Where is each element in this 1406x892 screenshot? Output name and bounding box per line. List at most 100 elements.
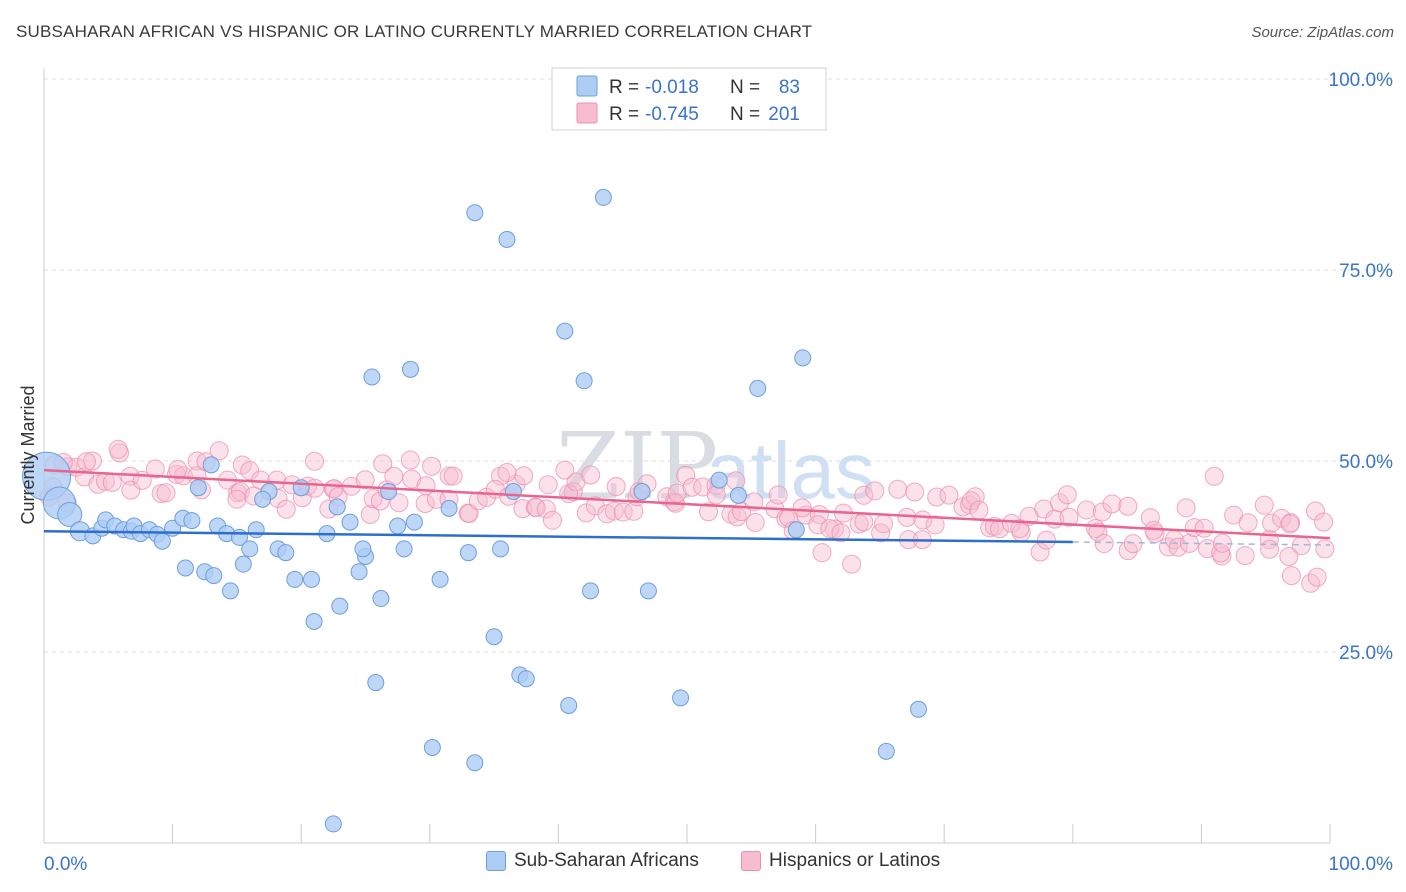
hispanic-point: [820, 519, 840, 539]
subsaharan-point: [367, 674, 385, 692]
subsaharan-point: [286, 570, 304, 588]
hispanic-point: [969, 500, 989, 520]
hispanic-point: [874, 514, 894, 534]
hispanic-point: [842, 554, 862, 574]
hispanic-point: [812, 543, 832, 563]
legend-swatch-pink: [576, 102, 598, 124]
grid-lines: [44, 78, 1392, 653]
legend-item-hispanic[interactable]: Hispanics or Latinos: [741, 850, 940, 872]
hispanic-point: [927, 487, 947, 507]
subsaharan-point: [380, 483, 398, 501]
y-tick-label: 50.0%: [1339, 452, 1393, 473]
subsaharan-point: [277, 544, 295, 562]
correlation-legend: R = -0.018 N = 83 R = -0.745 N = 201: [551, 67, 827, 131]
subsaharan-points: [22, 188, 927, 833]
subsaharan-point: [787, 521, 805, 539]
subsaharan-point: [254, 490, 272, 508]
hispanic-point: [1094, 534, 1114, 554]
hispanic-point: [1254, 495, 1274, 515]
subsaharan-point: [459, 544, 477, 562]
hispanic-point: [384, 466, 404, 486]
legend-r-value-pink: -0.745: [645, 104, 699, 125]
chart-title: SUBSAHARAN AFRICAN VS HISPANIC OR LATINO…: [16, 22, 813, 41]
series-legend: Sub-Saharan Africans Hispanics or Latino…: [0, 850, 1406, 878]
subsaharan-point: [517, 670, 535, 688]
hispanic-point: [1092, 502, 1112, 522]
hispanic-point: [1118, 496, 1138, 516]
subsaharan-point: [710, 471, 728, 489]
hispanic-point: [1059, 507, 1079, 527]
hispanic-point: [389, 493, 409, 513]
subsaharan-point: [328, 498, 346, 516]
hispanic-point: [667, 483, 687, 503]
hispanic-point: [825, 519, 845, 539]
hispanic-point: [768, 485, 788, 505]
hispanic-point: [156, 483, 176, 503]
hispanic-point: [151, 484, 171, 504]
x-tick-label: 0.0%: [44, 854, 87, 875]
subsaharan-point: [292, 479, 310, 497]
subsaharan-point: [560, 696, 578, 714]
hispanic-point: [108, 439, 128, 459]
legend-n-label: N =: [730, 104, 760, 125]
hispanic-point: [526, 498, 546, 518]
hispanic-point: [555, 460, 575, 480]
subsaharan-point: [153, 532, 171, 550]
hispanic-point: [597, 504, 617, 524]
hispanic-point: [1315, 539, 1335, 559]
hispanic-point: [831, 523, 851, 543]
subsaharan-point: [556, 322, 574, 340]
subsaharan-point: [389, 517, 407, 535]
y-tick-label: 25.0%: [1339, 643, 1393, 664]
hispanic-point: [613, 502, 633, 522]
subsaharan-point: [221, 582, 239, 600]
subsaharan-point: [331, 597, 349, 615]
subsaharan-point: [594, 188, 612, 206]
subsaharan-point: [350, 563, 368, 581]
subsaharan-point: [176, 559, 194, 577]
hispanic-point: [939, 485, 959, 505]
subsaharan-point: [466, 204, 484, 222]
hispanic-point: [513, 499, 533, 519]
subsaharan-point: [440, 499, 458, 517]
subsaharan-point: [909, 700, 927, 718]
legend-swatch-subsaharan: [486, 851, 506, 871]
hispanic-point: [439, 466, 459, 486]
subsaharan-point: [466, 754, 484, 772]
subsaharan-point: [498, 230, 516, 248]
hispanic-point: [422, 456, 442, 476]
watermark-atlas: atlas: [706, 426, 875, 515]
hispanic-point: [102, 472, 122, 492]
hispanic-point: [585, 496, 605, 516]
legend-box: [551, 67, 827, 131]
legend-label-hispanic: Hispanics or Latinos: [769, 850, 941, 871]
legend-item-subsaharan[interactable]: Sub-Saharan Africans: [486, 850, 699, 872]
hispanic-point: [792, 498, 812, 518]
hispanic-point: [227, 489, 247, 509]
subsaharan-point: [749, 379, 767, 397]
subsaharan-point: [395, 540, 413, 558]
hispanic-point: [355, 470, 375, 490]
hispanic-point: [1123, 534, 1143, 554]
subsaharan-point: [672, 689, 690, 707]
subsaharan-point: [423, 739, 441, 756]
subsaharan-point: [485, 628, 503, 646]
hispanic-point: [542, 510, 562, 530]
subsaharan-point: [354, 540, 372, 558]
hispanic-point: [82, 451, 102, 471]
legend-n-label: N =: [730, 77, 760, 98]
hispanic-point: [168, 460, 188, 480]
legend-r-label: R =: [609, 104, 639, 125]
hispanic-point: [1194, 518, 1214, 538]
hispanic-point: [676, 465, 696, 485]
subsaharan-point: [234, 555, 252, 573]
hispanic-point: [1238, 513, 1258, 533]
subsaharan-point: [582, 582, 600, 600]
hispanic-point: [360, 504, 380, 524]
hispanic-point: [706, 485, 726, 505]
hispanic-point: [1305, 501, 1325, 521]
hispanic-point: [305, 451, 325, 471]
trend-lines: [43, 468, 1331, 546]
hispanic-point: [1260, 539, 1280, 559]
hispanic-point: [443, 466, 463, 486]
